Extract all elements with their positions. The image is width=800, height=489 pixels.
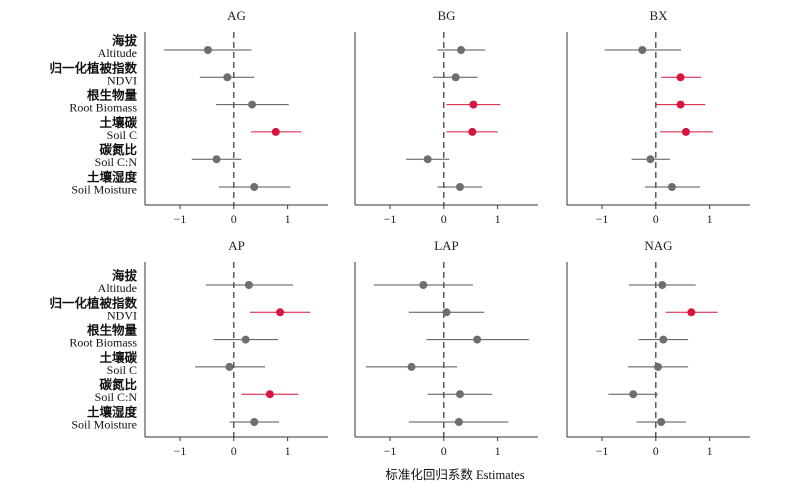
x-tick-label: −1	[384, 212, 397, 226]
panel-title: AG	[227, 8, 246, 23]
estimate-point	[653, 362, 662, 371]
estimate-point	[638, 46, 647, 54]
estimate-point	[629, 390, 638, 399]
predictor-label-cn: 土壤湿度	[87, 170, 138, 185]
estimate-point	[265, 390, 274, 399]
panel-title: BX	[649, 8, 668, 23]
predictor-label-en: Soil C	[107, 363, 137, 377]
predictor-label-en: Root Biomass	[69, 101, 137, 115]
estimate-point	[423, 155, 432, 164]
panel-title: NAG	[644, 238, 672, 253]
predictor-label-cn: 碳氮比	[99, 142, 137, 157]
predictor-label-en: Root Biomass	[69, 336, 137, 350]
estimate-point	[681, 127, 690, 136]
predictor-label-cn: 归一化植被指数	[49, 295, 137, 310]
x-tick-label: 1	[707, 212, 713, 226]
estimate-point	[276, 308, 285, 317]
estimate-point	[212, 155, 221, 164]
estimate-point	[225, 362, 234, 371]
panel-bx: BX −1 0 1	[566, 8, 750, 226]
x-tick-label: 0	[231, 212, 237, 226]
predictor-label-en: NDVI	[107, 308, 137, 322]
predictor-label-cn: 海拔	[112, 268, 138, 283]
x-tick-label: 1	[285, 212, 291, 226]
estimate-point	[244, 281, 253, 289]
estimate-point	[454, 418, 463, 426]
panel-title: LAP	[434, 238, 459, 253]
predictor-label-en: NDVI	[107, 73, 137, 87]
predictor-label-en: Soil Moisture	[71, 183, 137, 197]
predictor-label-en: Altitude	[98, 46, 137, 60]
x-tick-label: −1	[174, 212, 187, 226]
x-tick-label: −1	[174, 444, 187, 458]
estimate-point	[250, 418, 259, 426]
panel-nag: NAG −1 0 1	[566, 238, 750, 458]
x-tick-label: 0	[653, 444, 659, 458]
x-tick-label: 0	[441, 212, 447, 226]
predictor-label-cn: 海拔	[112, 33, 138, 48]
predictor-label-cn: 土壤湿度	[87, 405, 138, 420]
estimate-point	[469, 100, 478, 109]
estimate-point	[646, 155, 655, 164]
predictor-label-cn: 根生物量	[87, 323, 138, 338]
estimate-point	[667, 183, 676, 191]
estimate-point	[457, 46, 466, 54]
estimate-point	[659, 335, 668, 344]
panel-title: BG	[437, 8, 455, 23]
x-tick-label: 0	[653, 212, 659, 226]
estimate-point	[676, 100, 685, 109]
predictor-label-cn: 碳氮比	[99, 377, 137, 392]
estimate-point	[203, 46, 212, 54]
estimate-point	[223, 73, 232, 82]
estimate-point	[407, 362, 416, 371]
estimate-point	[676, 73, 685, 82]
predictor-label-en: Soil C:N	[95, 155, 138, 169]
estimate-point	[473, 335, 482, 344]
x-tick-label: 0	[231, 444, 237, 458]
x-tick-label: −1	[596, 444, 609, 458]
estimate-point	[451, 73, 460, 82]
panel-lap: LAP −1 0 1	[354, 238, 538, 458]
estimate-point	[442, 308, 451, 317]
predictor-label-en: Soil Moisture	[71, 418, 137, 432]
predictor-label-cn: 归一化植被指数	[49, 60, 137, 75]
predictor-label-cn: 土壤碳	[99, 115, 137, 130]
x-tick-label: 1	[495, 212, 501, 226]
panel-bg: BG −1 0 1	[354, 8, 538, 226]
x-tick-label: 1	[707, 444, 713, 458]
estimate-point	[271, 127, 280, 136]
x-tick-label: 0	[441, 444, 447, 458]
predictor-label-en: Soil C	[107, 128, 137, 142]
x-tick-label: −1	[596, 212, 609, 226]
x-tick-label: −1	[384, 444, 397, 458]
predictor-label-en: Altitude	[98, 281, 137, 295]
x-axis-label: 标准化回归系数 Estimates	[385, 467, 524, 482]
predictor-label-en: Soil C:N	[95, 390, 138, 404]
estimate-point	[468, 127, 477, 136]
x-tick-label: 1	[495, 444, 501, 458]
panel-title: AP	[228, 238, 245, 253]
predictor-label-cn: 根生物量	[87, 88, 138, 103]
x-tick-label: 1	[285, 444, 291, 458]
estimate-point	[687, 308, 696, 317]
estimate-point	[658, 281, 667, 289]
estimate-point	[455, 390, 464, 399]
estimate-point	[248, 100, 257, 109]
estimate-point	[455, 183, 464, 191]
estimate-point	[657, 418, 666, 426]
predictor-label-cn: 土壤碳	[99, 350, 137, 365]
estimate-point	[419, 281, 428, 289]
estimate-point	[241, 335, 250, 344]
estimate-point	[250, 183, 259, 191]
